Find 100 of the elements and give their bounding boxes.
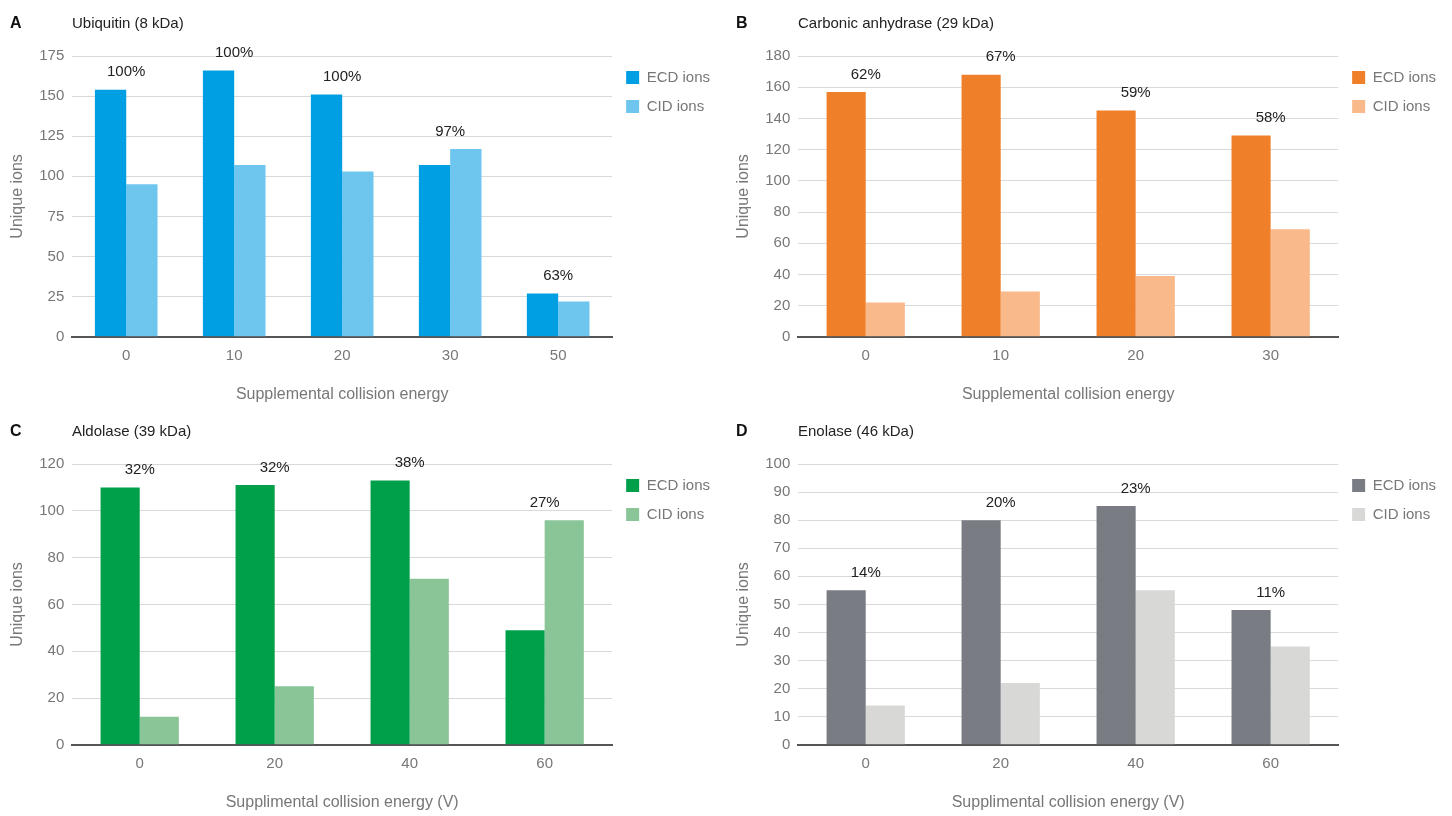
x-tick-label: 40 <box>401 753 419 771</box>
x-axis-title: Supplemental collision energy <box>961 384 1175 402</box>
y-tick-label: 50 <box>773 594 791 612</box>
annotation: 97% <box>435 121 466 139</box>
annotation: 32% <box>124 460 155 478</box>
x-tick-label: 10 <box>225 345 243 363</box>
y-tick-label: 120 <box>765 139 791 157</box>
bar <box>558 301 590 337</box>
bar <box>1270 229 1310 337</box>
y-tick-label: 100 <box>765 170 791 188</box>
x-tick-label: 60 <box>536 753 553 771</box>
bar <box>961 74 1001 337</box>
y-tick-label: 0 <box>55 326 65 344</box>
legend-label: ECD ions <box>1372 475 1436 493</box>
y-tick-label: 50 <box>47 246 65 264</box>
x-tick-label: 50 <box>549 345 567 363</box>
bar <box>342 171 374 337</box>
bar <box>94 89 127 337</box>
y-tick-label: 60 <box>47 594 65 612</box>
y-tick-label: 175 <box>39 46 65 64</box>
y-tick-label: 80 <box>773 510 791 528</box>
y-axis-title: Unique ions <box>734 562 752 647</box>
bar <box>544 520 584 745</box>
chart-title: Carbonic anhydrase (29 kDa) <box>798 14 994 31</box>
bar <box>202 70 235 337</box>
annotation: 38% <box>394 453 425 471</box>
x-tick-label: 0 <box>861 345 870 363</box>
y-tick-label: 120 <box>39 454 65 472</box>
y-tick-label: 20 <box>773 678 791 696</box>
y-tick-label: 70 <box>773 538 791 556</box>
bar <box>826 590 866 745</box>
bar <box>1096 110 1136 337</box>
x-tick-label: 40 <box>1127 753 1145 771</box>
y-tick-label: 40 <box>773 264 791 282</box>
bar <box>126 184 158 337</box>
annotation: 100% <box>215 43 254 61</box>
y-tick-label: 40 <box>773 622 791 640</box>
annotation: 58% <box>1255 108 1286 126</box>
bar <box>826 91 866 337</box>
bar <box>450 149 482 337</box>
bar <box>865 302 905 337</box>
bar <box>1135 275 1175 337</box>
y-tick-label: 80 <box>773 202 791 220</box>
bar <box>370 480 410 745</box>
y-tick-label: 100 <box>765 454 791 472</box>
text: B <box>736 14 748 32</box>
annotation: 62% <box>850 64 881 82</box>
chart-title: Aldolase (39 kDa) <box>72 422 192 439</box>
y-tick-label: 140 <box>765 108 791 126</box>
bar <box>1231 610 1271 745</box>
y-tick-label: 25 <box>47 286 65 304</box>
bar <box>234 165 266 337</box>
y-tick-label: 90 <box>773 482 791 500</box>
y-tick-label: 60 <box>773 233 791 251</box>
y-tick-label: 80 <box>47 547 65 565</box>
legend-label: CID ions <box>1372 504 1431 522</box>
annotation: 59% <box>1120 83 1151 101</box>
x-tick-label: 0 <box>135 753 144 771</box>
bar <box>274 686 314 745</box>
bar <box>1000 291 1040 337</box>
bar <box>961 520 1001 745</box>
legend-label: CID ions <box>646 96 705 114</box>
x-axis-title: Supplimental collision energy (V) <box>225 792 459 810</box>
annotation: 63% <box>543 266 574 284</box>
text: A <box>10 14 22 32</box>
annotation: 32% <box>259 457 290 475</box>
x-tick-label: 0 <box>861 753 870 771</box>
legend-label: CID ions <box>1372 96 1431 114</box>
bar <box>100 487 140 745</box>
annotation: 23% <box>1120 478 1151 496</box>
bar <box>409 578 449 745</box>
bar <box>526 293 559 337</box>
y-tick-label: 20 <box>47 688 65 706</box>
annotation: 11% <box>1256 582 1286 600</box>
legend-label: ECD ions <box>646 475 710 493</box>
y-tick-label: 10 <box>773 706 791 724</box>
annotation: 100% <box>323 67 362 85</box>
bar <box>505 630 545 745</box>
legend-label: ECD ions <box>1372 67 1436 85</box>
x-tick-label: 30 <box>441 345 459 363</box>
x-tick-label: 60 <box>1262 753 1279 771</box>
x-tick-label: 20 <box>1127 345 1145 363</box>
annotation: 27% <box>529 492 560 510</box>
x-tick-label: 30 <box>1262 345 1279 363</box>
bar <box>139 716 179 745</box>
annotation: 100% <box>107 62 146 80</box>
chart-title: Enolase (46 kDa) <box>798 422 914 439</box>
y-tick-label: 20 <box>773 295 791 313</box>
y-tick-label: 40 <box>47 641 65 659</box>
annotation: 20% <box>985 492 1016 510</box>
y-tick-label: 60 <box>773 566 791 584</box>
x-axis-title: Supplemental collision energy <box>235 384 449 402</box>
y-tick-label: 180 <box>765 46 791 64</box>
y-tick-label: 100 <box>39 500 65 518</box>
y-axis-title: Unique ions <box>8 154 26 239</box>
y-axis-title: Unique ions <box>8 562 26 647</box>
legend-label: CID ions <box>646 504 705 522</box>
x-tick-label: 20 <box>266 753 284 771</box>
x-tick-label: 10 <box>992 345 1010 363</box>
y-tick-label: 150 <box>39 86 65 104</box>
